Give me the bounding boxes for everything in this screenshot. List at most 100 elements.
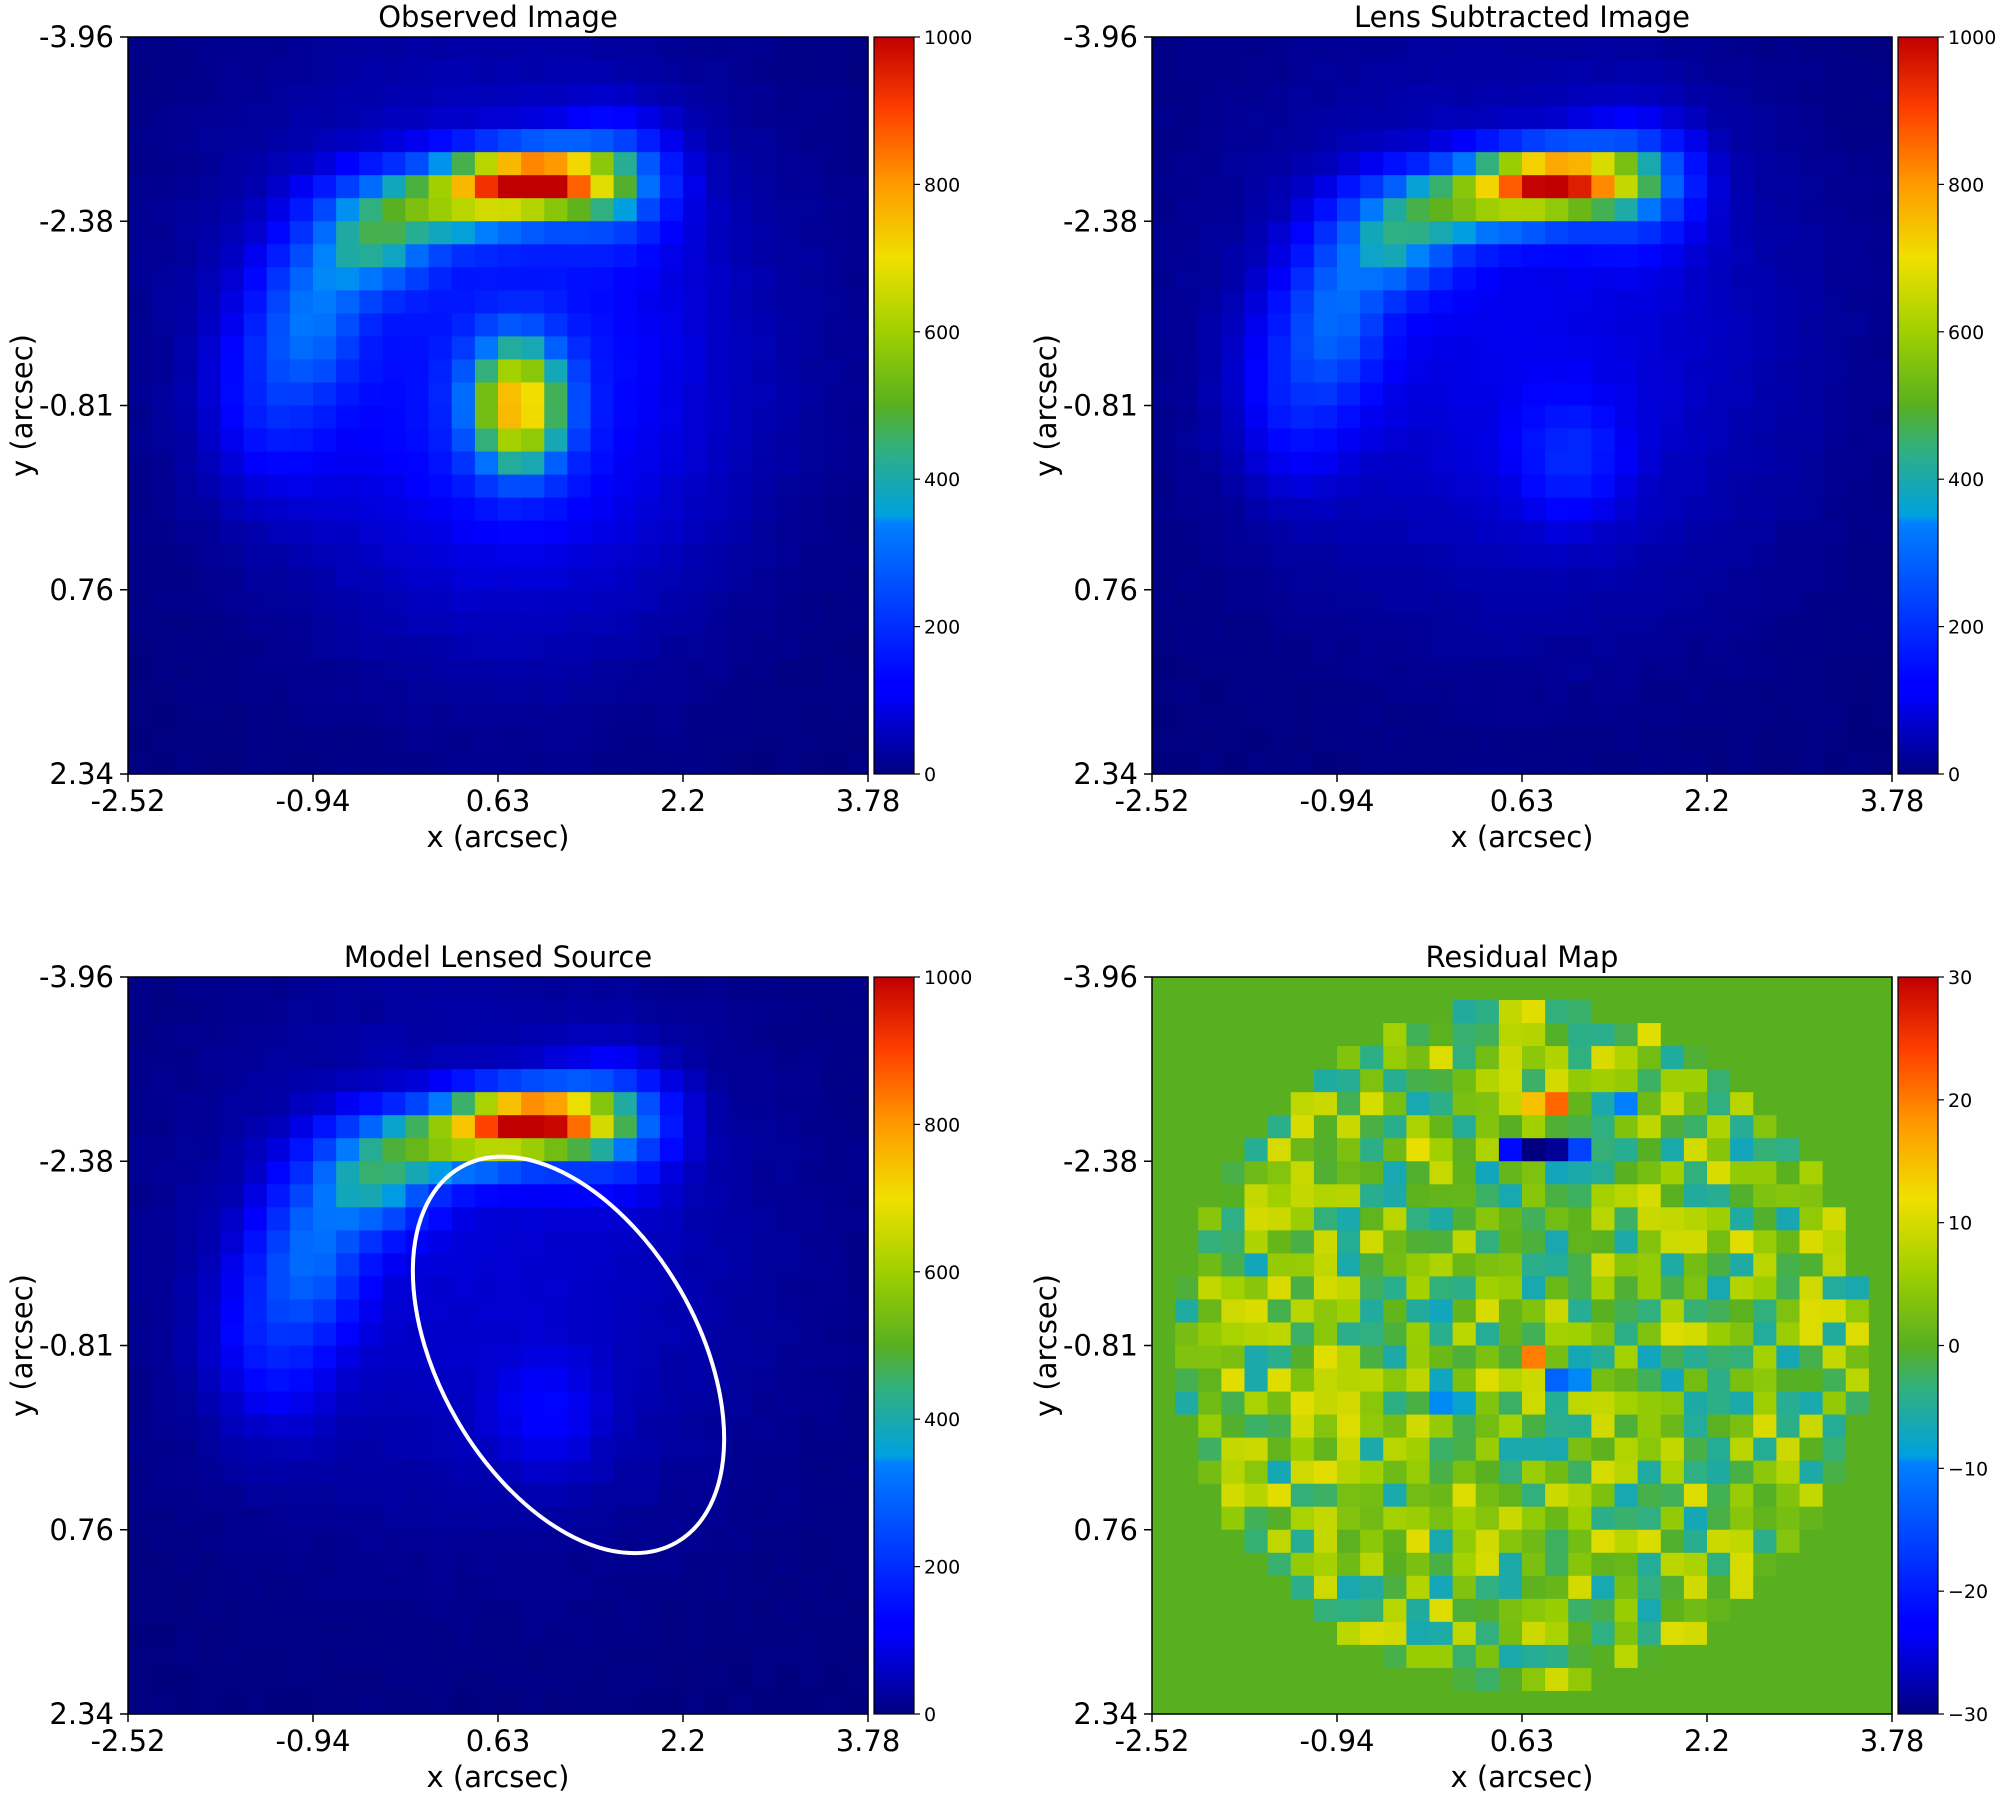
heatmap-cell: [1730, 681, 1754, 706]
heatmap-cell: [498, 1575, 522, 1600]
heatmap-cell: [1383, 1161, 1407, 1185]
heatmap-cell: [313, 1368, 337, 1393]
heatmap-cell: [752, 1621, 777, 1646]
heatmap-cell: [289, 1575, 314, 1600]
heatmap-cell: [428, 1598, 453, 1623]
heatmap-cell: [636, 1276, 661, 1301]
heatmap-cell: [844, 175, 869, 199]
heatmap-cell: [1198, 221, 1222, 245]
colorbar-tick-label: 800: [924, 1114, 960, 1136]
heatmap-cell: [567, 1414, 592, 1439]
heatmap-cell: [1822, 658, 1847, 683]
heatmap-cell: [151, 1552, 175, 1577]
heatmap-cell: [1845, 1552, 1870, 1577]
heatmap-cell: [752, 497, 777, 522]
heatmap-cell: [683, 244, 707, 268]
heatmap-cell: [752, 750, 777, 775]
heatmap-cell: [151, 658, 175, 683]
heatmap-cell: [382, 750, 407, 775]
heatmap-cell: [613, 1529, 638, 1554]
heatmap-cell: [405, 589, 430, 614]
heatmap-cell: [1730, 1115, 1754, 1139]
heatmap-cell: [683, 267, 707, 291]
heatmap-cell: [1475, 589, 1500, 614]
heatmap-cell: [1614, 267, 1639, 291]
heatmap-cell: [1730, 405, 1754, 430]
heatmap-cell: [1822, 359, 1847, 384]
heatmap-cell: [336, 681, 360, 706]
heatmap-cell: [428, 152, 453, 176]
heatmap-cell: [1498, 1437, 1523, 1462]
heatmap-cell: [1683, 1023, 1708, 1047]
heatmap-cell: [266, 543, 291, 568]
heatmap-cell: [1707, 244, 1731, 268]
heatmap-cell: [798, 727, 823, 752]
heatmap-cell: [1498, 382, 1523, 407]
heatmap-cell: [313, 474, 337, 499]
heatmap-cell: [1660, 244, 1685, 268]
heatmap-cell: [313, 1253, 337, 1278]
heatmap-cell: [683, 451, 707, 476]
heatmap-cells: [128, 37, 869, 775]
heatmap-cell: [1313, 1069, 1338, 1093]
heatmap-cell: [775, 681, 800, 706]
heatmap-cell: [1221, 1483, 1246, 1508]
heatmap-cell: [266, 129, 291, 153]
heatmap-cell: [1244, 428, 1269, 453]
heatmap-cell: [220, 704, 245, 729]
heatmap-cell: [1683, 1621, 1708, 1646]
heatmap-cell: [428, 612, 453, 637]
heatmap-cell: [336, 658, 360, 683]
heatmap-cell: [1545, 290, 1569, 314]
heatmap-cell: [1845, 244, 1870, 268]
heatmap-cell: [752, 290, 777, 314]
heatmap-cell: [382, 1621, 407, 1646]
colorbar-gradient: [1898, 977, 1938, 1714]
heatmap-cell: [683, 359, 707, 384]
heatmap-cell: [706, 1138, 730, 1162]
heatmap-cell: [1244, 1230, 1269, 1254]
heatmap-cell: [174, 543, 198, 568]
heatmap-cell: [1337, 612, 1361, 637]
heatmap-cell: [1545, 129, 1569, 153]
heatmap-cell: [1406, 175, 1431, 199]
heatmap-cell: [405, 1069, 430, 1093]
heatmap-cell: [1637, 658, 1662, 683]
heatmap-cell: [1707, 359, 1731, 384]
heatmap-cell: [1614, 1207, 1639, 1231]
heatmap-cell: [590, 1575, 615, 1600]
heatmap-cell: [151, 612, 175, 637]
heatmap-cell: [197, 106, 222, 130]
heatmap-cell: [1545, 1368, 1569, 1393]
heatmap-cell: [243, 1115, 268, 1139]
heatmap-cell: [1545, 727, 1569, 752]
heatmap-cell: [1845, 382, 1870, 407]
heatmap-cell: [1475, 1322, 1500, 1347]
heatmap-cell: [1452, 405, 1477, 430]
colorbar-tick-label: 0: [924, 1704, 936, 1726]
heatmap-cell: [220, 1391, 245, 1416]
heatmap-cell: [1383, 635, 1407, 660]
heatmap-cell: [405, 474, 430, 499]
heatmap-cell: [752, 336, 777, 361]
heatmap-cell: [1591, 1207, 1616, 1231]
heatmap-cell: [821, 1184, 846, 1208]
heatmap-cell: [775, 60, 800, 84]
heatmap-cell: [1198, 359, 1222, 384]
heatmap-cell: [1845, 336, 1870, 361]
heatmap-cell: [1637, 612, 1662, 637]
heatmap-cell: [1360, 359, 1384, 384]
heatmap-cell: [128, 474, 152, 499]
heatmap-cell: [636, 382, 661, 407]
heatmap-cell: [1707, 1276, 1731, 1301]
heatmap-cell: [1498, 589, 1523, 614]
heatmap-cell: [428, 1667, 453, 1692]
heatmap-cell: [174, 313, 198, 338]
heatmap-cell: [451, 1391, 476, 1416]
heatmap-cell: [1498, 221, 1523, 245]
heatmap-cell: [1822, 566, 1847, 591]
heatmap-cell: [243, 1023, 268, 1047]
heatmap-cell: [1429, 175, 1454, 199]
heatmap-cell: [1799, 405, 1824, 430]
heatmap-cell: [1545, 60, 1569, 84]
